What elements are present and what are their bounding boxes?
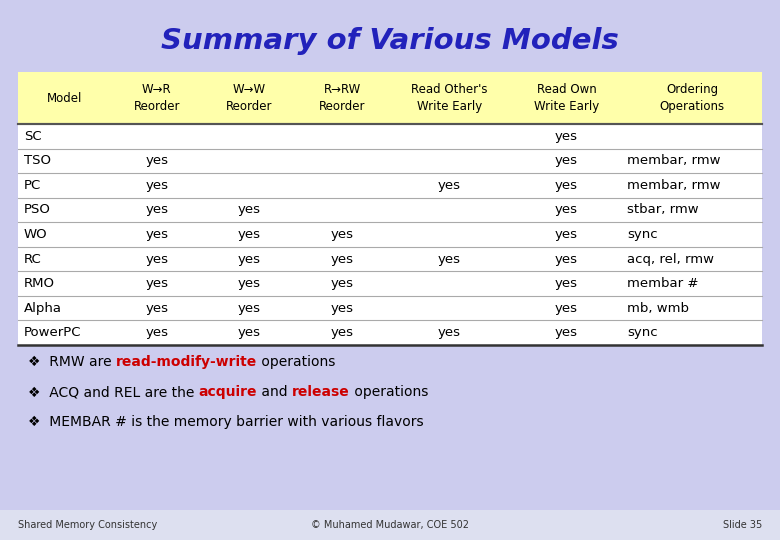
Text: yes: yes [438,253,461,266]
Text: W→R
Reorder: W→R Reorder [133,83,180,113]
Text: yes: yes [238,204,261,217]
Text: operations: operations [350,385,428,399]
Text: SC: SC [24,130,41,143]
Text: yes: yes [331,228,353,241]
Bar [18,124,762,345]
Text: yes: yes [238,326,261,339]
Text: RMO: RMO [24,277,55,290]
Text: yes: yes [555,204,578,217]
Text: acquire: acquire [199,385,257,399]
Text: stbar, rmw: stbar, rmw [627,204,699,217]
Text: mb, wmb: mb, wmb [627,302,690,315]
Text: yes: yes [555,326,578,339]
Text: and: and [257,385,292,399]
Text: Read Other's
Write Early: Read Other's Write Early [411,83,488,113]
Text: yes: yes [555,179,578,192]
Text: PowerPC: PowerPC [24,326,81,339]
Text: acq, rel, rmw: acq, rel, rmw [627,253,714,266]
Text: yes: yes [331,302,353,315]
Text: Read Own
Write Early: Read Own Write Early [534,83,599,113]
Text: operations: operations [257,355,335,369]
Text: R→RW
Reorder: R→RW Reorder [319,83,365,113]
Text: RC: RC [24,253,42,266]
Text: © Muhamed Mudawar, COE 502: © Muhamed Mudawar, COE 502 [311,520,469,530]
Text: membar, rmw: membar, rmw [627,179,721,192]
Text: yes: yes [238,302,261,315]
Text: yes: yes [145,154,168,167]
Text: yes: yes [555,130,578,143]
Text: Ordering
Operations: Ordering Operations [660,83,725,113]
Text: WO: WO [24,228,48,241]
Text: yes: yes [555,277,578,290]
Text: yes: yes [555,302,578,315]
Text: Shared Memory Consistency: Shared Memory Consistency [18,520,158,530]
Text: yes: yes [438,179,461,192]
Text: yes: yes [238,277,261,290]
Text: membar, rmw: membar, rmw [627,154,721,167]
Text: sync: sync [627,326,658,339]
Bar [18,72,762,124]
Text: yes: yes [438,326,461,339]
Text: yes: yes [331,253,353,266]
Text: PSO: PSO [24,204,51,217]
Text: Model: Model [47,91,82,105]
Text: yes: yes [555,228,578,241]
Text: yes: yes [331,277,353,290]
Text: yes: yes [145,277,168,290]
Bar [18,12,762,70]
Text: yes: yes [145,326,168,339]
Text: yes: yes [331,326,353,339]
Text: yes: yes [555,154,578,167]
Text: PC: PC [24,179,41,192]
Text: yes: yes [145,302,168,315]
Text: Slide 35: Slide 35 [723,520,762,530]
Text: yes: yes [145,179,168,192]
Text: ❖  RMW are: ❖ RMW are [28,355,116,369]
Text: Alpha: Alpha [24,302,62,315]
Text: membar #: membar # [627,277,699,290]
Text: yes: yes [238,228,261,241]
Text: W→W
Reorder: W→W Reorder [226,83,273,113]
Text: ❖  MEMBAR # is the memory barrier with various flavors: ❖ MEMBAR # is the memory barrier with va… [28,415,424,429]
Text: yes: yes [145,253,168,266]
Text: read-modify-write: read-modify-write [116,355,257,369]
Text: release: release [292,385,350,399]
Text: TSO: TSO [24,154,51,167]
Text: yes: yes [238,253,261,266]
Text: Summary of Various Models: Summary of Various Models [161,27,619,55]
Text: yes: yes [145,204,168,217]
Text: ❖  ACQ and REL are the: ❖ ACQ and REL are the [28,385,199,399]
Text: sync: sync [627,228,658,241]
Text: yes: yes [145,228,168,241]
Bar [0,510,780,540]
Text: yes: yes [555,253,578,266]
